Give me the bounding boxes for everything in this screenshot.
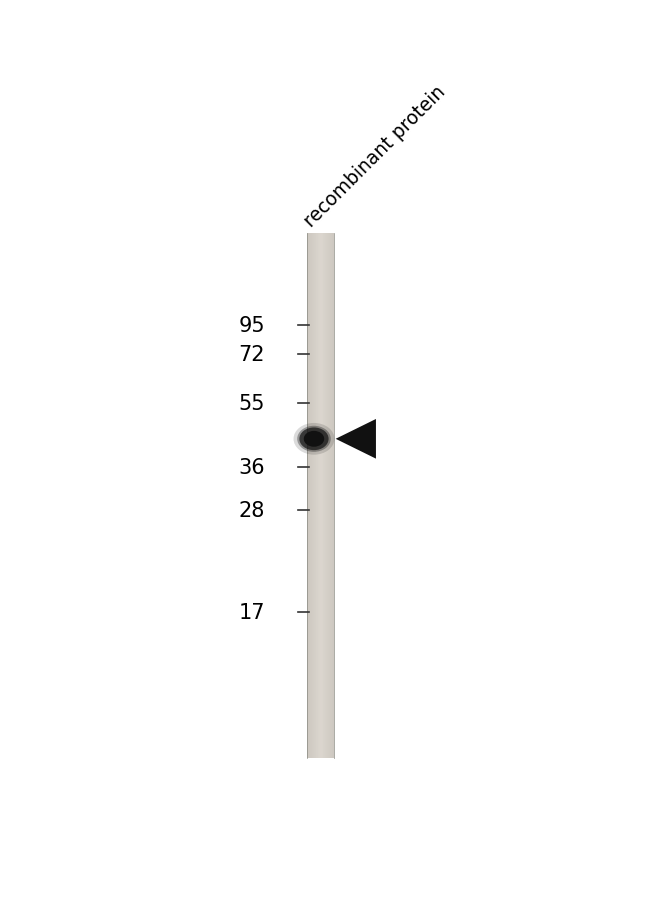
- Polygon shape: [335, 419, 376, 460]
- Text: 95: 95: [239, 316, 265, 336]
- Bar: [307, 234, 308, 758]
- Bar: [322, 234, 323, 758]
- Text: 17: 17: [239, 603, 265, 623]
- Bar: [312, 234, 313, 758]
- Bar: [319, 234, 320, 758]
- Ellipse shape: [294, 424, 335, 455]
- Bar: [310, 234, 311, 758]
- Ellipse shape: [304, 431, 324, 448]
- Text: 36: 36: [239, 458, 265, 478]
- Bar: [332, 234, 333, 758]
- Bar: [330, 234, 331, 758]
- Bar: [333, 234, 334, 758]
- Bar: [327, 234, 328, 758]
- Bar: [308, 234, 309, 758]
- Bar: [325, 234, 326, 758]
- Bar: [317, 234, 318, 758]
- Text: recombinant protein: recombinant protein: [300, 82, 449, 231]
- Bar: [315, 234, 316, 758]
- Bar: [313, 234, 315, 758]
- Bar: [326, 234, 327, 758]
- Bar: [320, 234, 321, 758]
- Bar: [324, 234, 325, 758]
- Bar: [311, 234, 312, 758]
- Bar: [318, 234, 319, 758]
- Text: 55: 55: [239, 394, 265, 414]
- Ellipse shape: [300, 428, 329, 450]
- Bar: [309, 234, 310, 758]
- Text: 28: 28: [239, 500, 265, 520]
- Bar: [331, 234, 332, 758]
- Bar: [328, 234, 329, 758]
- Bar: [323, 234, 324, 758]
- Text: 72: 72: [239, 345, 265, 365]
- Bar: [329, 234, 330, 758]
- Ellipse shape: [297, 426, 331, 452]
- Bar: [321, 234, 322, 758]
- Bar: [316, 234, 317, 758]
